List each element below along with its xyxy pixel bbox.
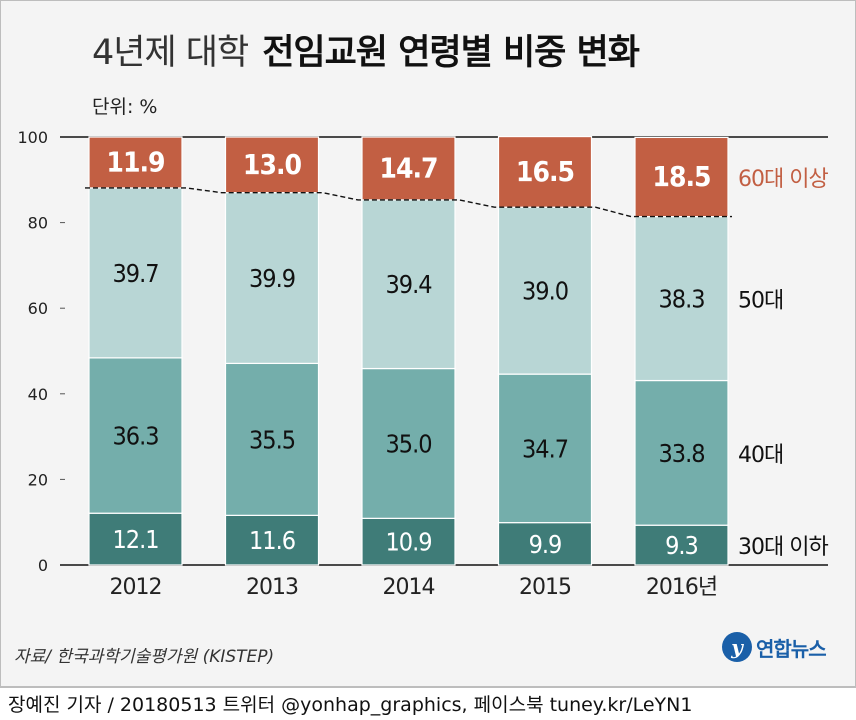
y-tick-label: 100	[17, 128, 48, 147]
bar-segment	[224, 514, 320, 566]
unit-label: 단위: %	[92, 96, 158, 118]
footer-divider	[0, 686, 856, 687]
data-label: 13.0	[243, 148, 302, 181]
x-tick-label: 2015	[519, 575, 571, 600]
data-label: 14.7	[379, 151, 437, 184]
credit-line: 장예진 기자 / 20180513 트위터 @yonhap_graphics, …	[8, 694, 693, 716]
data-label: 36.3	[112, 422, 158, 451]
series-label: 40대	[738, 443, 783, 468]
data-label: 12.1	[112, 525, 158, 554]
x-tick-label: 2016년	[646, 575, 717, 600]
data-label: 33.8	[658, 439, 704, 468]
data-label: 39.7	[112, 259, 158, 288]
bar-segment	[497, 373, 593, 524]
x-tick-label: 2012	[110, 575, 162, 600]
data-label: 10.9	[385, 528, 431, 557]
source-note: 자료/ 한국과학기술평가원 (KISTEP)	[14, 647, 275, 667]
series-label: 30대 이하	[738, 535, 828, 560]
y-tick-label: 0	[38, 556, 48, 575]
yonhap-logo-icon: y	[722, 632, 752, 662]
bar-segment	[634, 524, 729, 566]
bar-segment	[497, 135, 593, 208]
data-label: 38.3	[658, 285, 704, 314]
bar-segment	[88, 136, 183, 189]
title-light: 4년제 대학	[92, 33, 249, 73]
bar-segment	[361, 367, 456, 519]
data-label: 18.5	[652, 160, 710, 193]
data-label: 35.0	[385, 429, 431, 458]
data-label: 11.6	[249, 526, 295, 555]
bar-segment	[88, 187, 183, 359]
yonhap-logo: y 연합뉴스	[722, 632, 827, 662]
bar-segment	[634, 216, 729, 382]
bar-segment	[634, 136, 729, 218]
y-tick-label: 40	[28, 385, 48, 404]
age60-boundary-line	[85, 187, 732, 218]
data-label: 39.9	[249, 264, 295, 293]
data-label: 16.5	[516, 155, 574, 188]
data-label: 35.5	[249, 425, 295, 454]
series-label: 50대	[738, 289, 783, 314]
x-tick-label: 2014	[383, 575, 435, 600]
x-tick-label: 2013	[246, 575, 298, 600]
bar-segment	[497, 522, 593, 566]
yonhap-logo-text: 연합뉴스	[756, 636, 827, 661]
bar-segment	[224, 192, 320, 365]
series-label: 60대 이상	[738, 167, 828, 192]
bar-segment	[224, 136, 320, 194]
bar-segment	[224, 362, 320, 516]
y-tick-label: 20	[28, 470, 48, 489]
title-bold: 전임교원 연령별 비중 변화	[262, 33, 640, 73]
bar-segment	[88, 357, 183, 514]
data-label: 34.7	[522, 434, 568, 463]
y-tick-label: 60	[28, 299, 48, 318]
bar-segment	[497, 206, 593, 375]
bar-segment	[361, 517, 456, 566]
stacked-bar-chart: 0 20 40 60 80 100 12.1 36.3 39.7 11.9 2012 11.6 35.5…	[17, 128, 829, 600]
chart-title: 4년제 대학 전임교원 연령별 비중 변화	[92, 24, 640, 75]
data-label: 9.3	[665, 531, 698, 560]
data-label: 9.9	[529, 530, 562, 559]
data-label: 39.4	[385, 270, 432, 299]
bar-segment	[88, 512, 183, 566]
bar-segment	[361, 136, 456, 201]
bar-segment	[634, 379, 729, 526]
data-label: 11.9	[106, 145, 164, 178]
y-tick-label: 80	[28, 214, 48, 233]
data-label: 39.0	[522, 277, 568, 306]
bar-segment	[361, 199, 456, 370]
